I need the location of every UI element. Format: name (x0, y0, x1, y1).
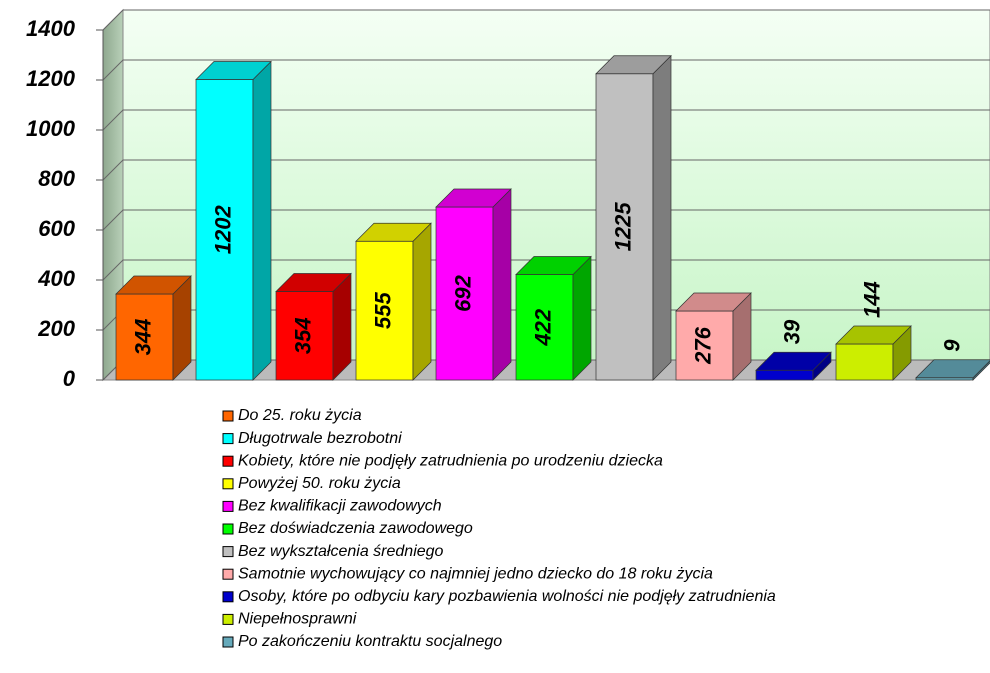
bar-top (915, 359, 990, 379)
legend-label: Samotnie wychowujący co najmniej jedno d… (238, 565, 713, 582)
y-tick-label: 0 (63, 366, 76, 391)
grid-line (102, 159, 990, 181)
bar (115, 293, 174, 381)
grid-line (102, 109, 990, 131)
bar-top (115, 275, 192, 295)
bar (835, 343, 894, 381)
bar (275, 291, 334, 381)
value-label: 9 (939, 339, 964, 352)
legend-swatch (222, 568, 234, 580)
value-label: 422 (530, 308, 555, 346)
legend-swatch (222, 478, 234, 490)
bar-side (252, 60, 272, 381)
grid-line (102, 259, 990, 281)
bar-top (595, 55, 672, 75)
legend-label: Bez kwalifikacji zawodowych (238, 498, 442, 515)
bar-top (355, 222, 432, 242)
legend: Do 25. roku życia Długotrwale bezrobotni K… (222, 407, 776, 650)
bar (595, 73, 654, 381)
legend-label: Po zakończeniu kontraktu socjalnego (238, 633, 502, 650)
y-tick-label: 800 (38, 166, 75, 191)
legend-swatch (222, 546, 234, 558)
bars: 344 1202 354 555 692 422 1225 276 39 144 9 (115, 54, 990, 381)
legend-label: Niepełnosprawni (238, 611, 357, 628)
value-label: 555 (370, 292, 395, 329)
value-label: 354 (290, 317, 315, 354)
bar-top (435, 188, 512, 208)
legend-swatch (222, 500, 234, 512)
value-label: 39 (779, 319, 804, 344)
bar-top (835, 325, 912, 345)
legend-swatch (222, 410, 234, 422)
value-label: 1225 (610, 202, 635, 252)
bar-side (572, 255, 592, 381)
bar (195, 79, 254, 381)
bar-side (652, 54, 672, 381)
y-tick-label: 1200 (26, 66, 76, 91)
bar (435, 206, 494, 381)
y-tick-label: 600 (38, 216, 75, 241)
bar-top (675, 292, 752, 312)
grid-line (102, 9, 990, 31)
legend-label: Osoby, które po odbyciu kary pozbawienia… (238, 588, 776, 605)
y-tick-label: 400 (37, 266, 75, 291)
bar (755, 369, 814, 381)
bar (675, 310, 734, 381)
bar-side (332, 272, 352, 381)
legend-swatch (222, 591, 234, 603)
legend-label: Bez doświadczenia zawodowego (238, 520, 473, 537)
grid-line (102, 209, 990, 231)
legend-label: Kobiety, które nie podjęły zatrudnienia … (238, 452, 663, 469)
bar-top (195, 61, 272, 80)
legend-label: Długotrwale bezrobotni (238, 430, 402, 447)
bar-top (755, 351, 832, 371)
y-tick-label: 1400 (26, 16, 76, 41)
value-label: 344 (130, 319, 155, 356)
legend-swatch (222, 636, 234, 648)
legend-swatch (222, 455, 234, 467)
bar (515, 274, 574, 381)
value-label: 692 (450, 274, 475, 311)
bar-side (412, 222, 432, 381)
y-tick-label: 1000 (26, 116, 76, 141)
legend-label: Powyżej 50. roku życia (238, 475, 401, 492)
legend-label: Bez wykształcenia średniego (238, 543, 444, 560)
legend-label: Do 25. roku życia (238, 407, 362, 424)
legend-swatch (222, 523, 234, 535)
value-label: 1202 (210, 205, 235, 255)
bar-top (275, 273, 352, 292)
value-label: 276 (690, 326, 715, 364)
bar (355, 240, 414, 381)
value-label: 144 (859, 281, 884, 318)
bar-side (492, 188, 512, 381)
y-tick-label: 200 (37, 316, 75, 341)
legend-swatch (222, 433, 234, 445)
legend-swatch (222, 613, 234, 625)
bar-top (515, 256, 592, 275)
grid-line (102, 59, 990, 81)
